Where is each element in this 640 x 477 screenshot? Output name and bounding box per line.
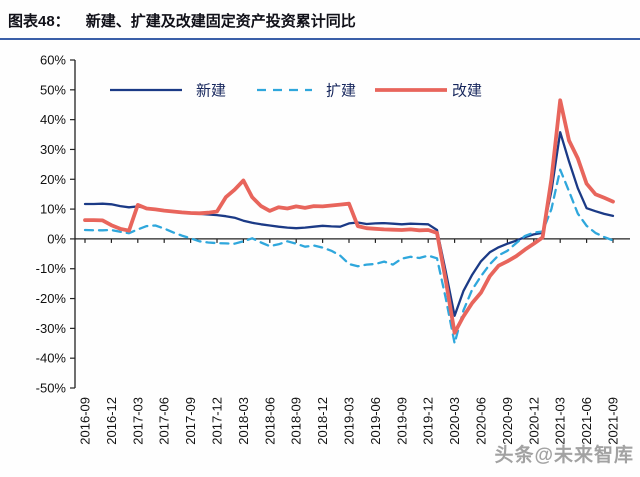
y-axis-tick-label: -50% [36,381,67,396]
x-axis-tick-label: 2017-12 [210,397,225,445]
figure-number-label: 图表48： [8,13,70,30]
x-axis-tick-label: 2021-09 [606,397,621,445]
y-axis-tick-label: 60% [40,53,66,68]
x-axis-tick-label: 2021-03 [553,397,568,445]
y-axis-tick-label: 20% [40,172,66,187]
legend-label-new-construction: 新建 [196,83,226,100]
legend-label-reconstruction: 改建 [452,83,482,100]
y-axis-tick-label: 0% [47,231,66,246]
x-axis-tick-label: 2019-03 [342,397,357,445]
x-axis-tick-label: 2016-09 [78,397,93,445]
x-axis-tick-label: 2019-09 [394,397,409,445]
title-divider [0,38,640,40]
legend-label-expansion: 扩建 [326,83,356,100]
x-axis-tick-label: 2020-06 [474,397,489,445]
x-axis-tick-label: 2018-12 [315,397,330,445]
chart-canvas: 60% 50% 40% 30% 20% 10% 0% -10% -20% -30% -40% -50%… [36,53,630,445]
x-axis-tick-label: 2020-03 [447,397,462,445]
x-axis-tick-label: 2018-09 [289,397,304,445]
y-axis-tick-label: 10% [40,202,66,217]
watermark: 头条@未来智库 [494,445,634,466]
x-axis-tick-label: 2016-12 [104,397,119,445]
x-axis-tick-label: 2020-12 [526,397,541,445]
x-axis-tick-label: 2019-06 [368,397,383,445]
x-axis-tick-label: 2017-06 [157,397,172,445]
series-line-new-construction [83,131,615,317]
x-axis-tick-label: 2018-06 [262,397,277,445]
series-line-expansion [83,168,615,345]
y-axis-tick-label: 30% [40,142,66,157]
y-axis-tick-label: -20% [36,291,67,306]
y-axis-tick-label: 40% [40,112,66,127]
figure-header: 图表48： 新建、扩建及改建固定资产投资累计同比 [0,0,640,31]
y-axis-tick-label: -40% [36,351,67,366]
series-line-reconstruction [83,98,615,335]
y-axis-tick-label: -30% [36,321,67,336]
x-axis-tick-label: 2017-09 [183,397,198,445]
y-axis-tick-label: -10% [36,261,67,276]
x-axis-tick-label: 2017-03 [130,397,145,445]
y-axis-tick-label: 50% [40,82,66,97]
x-axis-tick-label: 2018-03 [236,397,251,445]
x-axis-tick-label: 2020-09 [500,397,515,445]
x-axis-tick-label: 2019-12 [421,397,436,445]
x-axis-tick-label: 2021-06 [579,397,594,445]
figure-title: 新建、扩建及改建固定资产投资累计同比 [85,13,356,30]
